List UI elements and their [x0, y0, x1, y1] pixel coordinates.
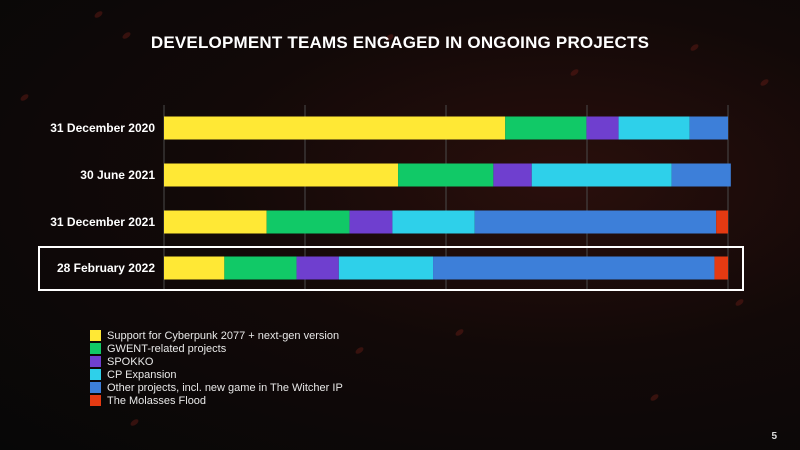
bar-segment	[493, 163, 532, 187]
bar-segment	[392, 210, 475, 234]
category-label: 31 December 2020	[50, 121, 155, 135]
bar-segment	[164, 163, 399, 187]
bar-segment	[618, 116, 690, 140]
bar-segment	[349, 210, 393, 234]
bar-segment	[433, 256, 715, 280]
legend-swatch	[90, 343, 101, 354]
bar-segment	[689, 116, 728, 140]
bar-segment	[224, 256, 297, 280]
category-label: 28 February 2022	[57, 261, 155, 275]
legend-swatch	[90, 382, 101, 393]
legend-item: Support for Cyberpunk 2077 + next-gen ve…	[90, 329, 343, 342]
legend-swatch	[90, 369, 101, 380]
legend-item: Other projects, incl. new game in The Wi…	[90, 381, 343, 394]
legend-label: The Molasses Flood	[107, 394, 207, 407]
bar-segment	[716, 210, 728, 234]
legend-label: Support for Cyberpunk 2077 + next-gen ve…	[107, 329, 340, 342]
bar-segment	[338, 256, 434, 280]
legend-label: SPOKKO	[107, 355, 154, 368]
chart-legend: Support for Cyberpunk 2077 + next-gen ve…	[90, 329, 343, 407]
bar-segment	[398, 163, 494, 187]
bar-segment	[586, 116, 619, 140]
page-number: 5	[771, 431, 777, 442]
bar-segment	[266, 210, 350, 234]
bar-segment	[296, 256, 339, 280]
bar-segment	[474, 210, 717, 234]
legend-item: CP Expansion	[90, 368, 343, 381]
bar-segment	[505, 116, 587, 140]
legend-swatch	[90, 356, 101, 367]
legend-item: The Molasses Flood	[90, 394, 343, 407]
legend-swatch	[90, 330, 101, 341]
legend-swatch	[90, 395, 101, 406]
bar-segment	[714, 256, 728, 280]
category-label: 31 December 2021	[50, 215, 155, 229]
legend-label: CP Expansion	[107, 368, 177, 381]
highlight-frame	[38, 246, 744, 291]
legend-item: GWENT-related projects	[90, 342, 343, 355]
bar-segment	[671, 163, 731, 187]
bar-segment	[164, 116, 506, 140]
chart-title: DEVELOPMENT TEAMS ENGAGED IN ONGOING PRO…	[150, 33, 650, 52]
category-label: 30 June 2021	[80, 168, 155, 182]
bar-segment	[531, 163, 672, 187]
legend-label: GWENT-related projects	[107, 342, 227, 355]
bar-segment	[164, 256, 225, 280]
bar-segment	[164, 210, 267, 234]
legend-item: SPOKKO	[90, 355, 343, 368]
legend-label: Other projects, incl. new game in The Wi…	[107, 381, 343, 394]
